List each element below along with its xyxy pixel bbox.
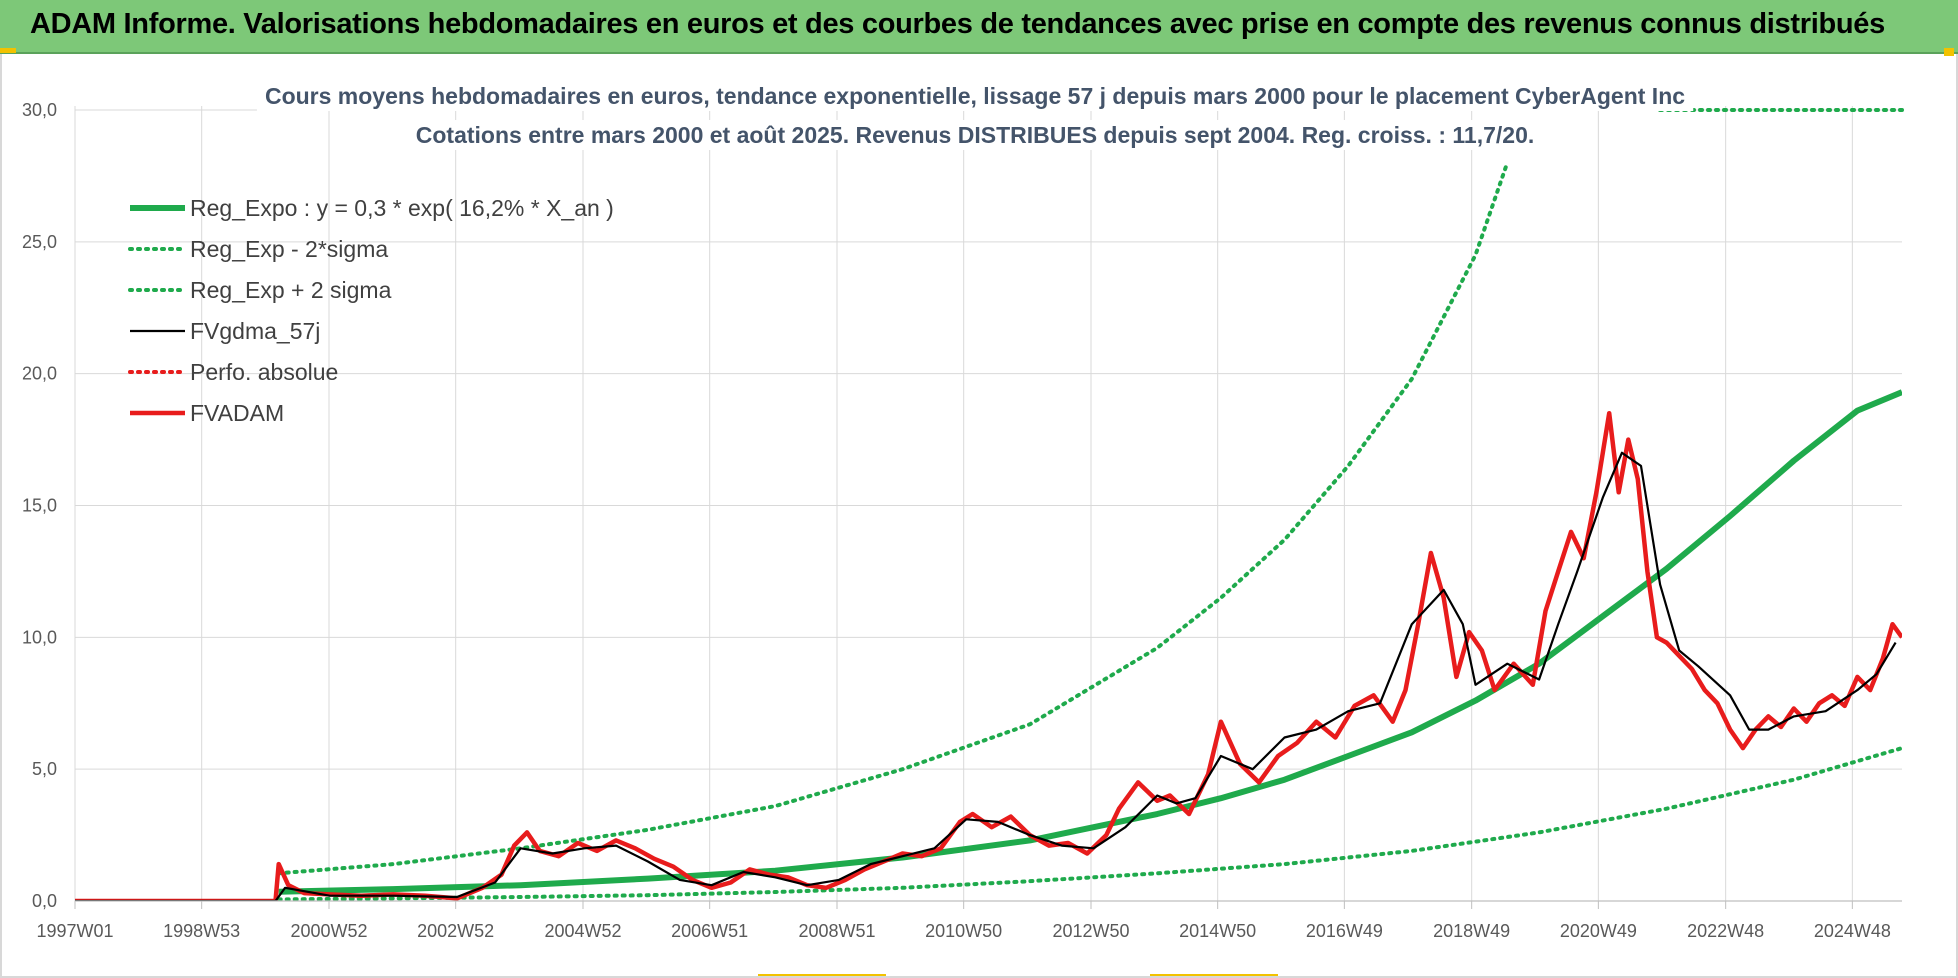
y-tick-label: 15,0 <box>22 496 57 516</box>
x-tick-label: 2002W52 <box>417 921 494 941</box>
y-tick-label: 10,0 <box>22 627 57 647</box>
y-tick-label: 20,0 <box>22 364 57 384</box>
x-tick-label: 2006W51 <box>671 921 748 941</box>
series-line-0 <box>278 389 1902 895</box>
chart-titles: Cours moyens hebdomadaires en euros, ten… <box>256 81 1694 150</box>
y-tick-label: 5,0 <box>32 759 57 779</box>
x-tick-label: 2010W50 <box>925 921 1002 941</box>
series-line-5 <box>75 410 1902 901</box>
grid-lines <box>74 106 1902 902</box>
y-axis: 0,0 5,0 10,0 15,0 20,0 25,0 30,0 <box>22 100 57 911</box>
y-tick-label: 0,0 <box>32 891 57 911</box>
x-tick-label: 2000W52 <box>290 921 367 941</box>
x-tick-label: 2024W48 <box>1814 921 1891 941</box>
corner-mark-right <box>1944 48 1954 56</box>
chart-frame <box>0 54 1958 978</box>
title-background <box>256 81 1694 111</box>
x-tick-label: 1998W53 <box>163 921 240 941</box>
x-tick-label: 2012W50 <box>1052 921 1129 941</box>
series-lines <box>75 108 1904 901</box>
corner-mark-left <box>0 48 16 53</box>
x-axis: 1997W01 1998W53 2000W52 2002W52 2004W52 2006W… <box>36 900 1902 941</box>
title-background <box>407 120 1543 150</box>
legend-label-0: Reg_Expo : y = 0,3 * exp( 16,2% * X_an ) <box>190 195 614 221</box>
x-tick-label: 2004W52 <box>544 921 621 941</box>
y-tick-label: 25,0 <box>22 232 57 252</box>
x-tick-label: 2008W51 <box>798 921 875 941</box>
x-tick-label: 2018W49 <box>1433 921 1510 941</box>
legend-label-1: Reg_Exp - 2*sigma <box>190 236 388 262</box>
x-tick-label: 2014W50 <box>1179 921 1256 941</box>
series-line-1 <box>276 746 1902 901</box>
legend-label-5: FVADAM <box>190 400 284 426</box>
legend-label-3: FVgdma_57j <box>190 318 320 344</box>
series-line-3 <box>75 451 1897 901</box>
series-line-2 <box>276 160 1510 876</box>
x-tick-label: 2016W49 <box>1306 921 1383 941</box>
chart-subtitle: Cotations entre mars 2000 et août 2025. … <box>416 122 1535 148</box>
report-banner: ADAM Informe. Valorisations hebdomadaire… <box>0 0 1958 54</box>
x-tick-label: 2020W49 <box>1560 921 1637 941</box>
report-title: ADAM Informe. Valorisations hebdomadaire… <box>30 8 1885 40</box>
legend: Reg_Expo : y = 0,3 * exp( 16,2% * X_an )… <box>128 195 614 426</box>
legend-label-4: Perfo. absolue <box>190 359 338 385</box>
chart-title: Cours moyens hebdomadaires en euros, ten… <box>265 83 1685 109</box>
x-tick-label: 1997W01 <box>36 921 113 941</box>
legend-label-2: Reg_Exp + 2 sigma <box>190 277 392 303</box>
x-tick-label: 2022W48 <box>1687 921 1764 941</box>
y-tick-label: 30,0 <box>22 100 57 120</box>
